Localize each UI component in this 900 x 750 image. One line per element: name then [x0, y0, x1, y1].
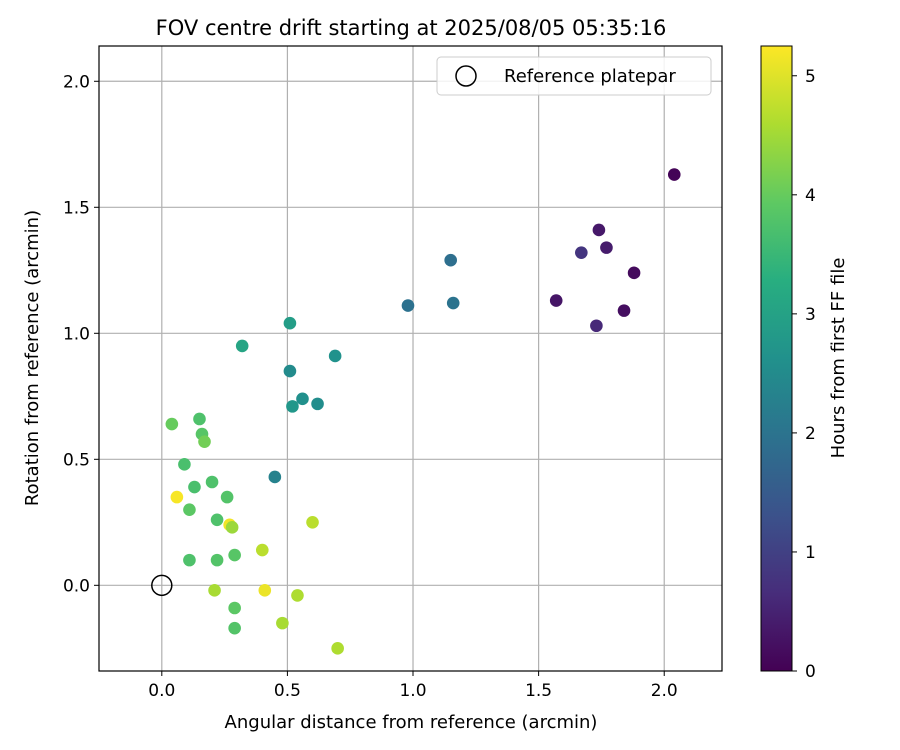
scatter-point: [205, 475, 219, 489]
scatter-point: [328, 349, 342, 363]
scatter-point: [296, 392, 309, 406]
scatter-point: [188, 480, 201, 494]
scatter-point: [283, 316, 297, 330]
colorbar-tick-label: 2: [805, 424, 816, 444]
x-axis-ticks: 0.0 0.5 1.0 1.5 2.0: [148, 671, 678, 701]
colorbar: 0 1 2 3 4 5 Hours from first FF file: [760, 45, 849, 682]
y-tick-label: 1.5: [63, 198, 90, 218]
scatter-point: [183, 553, 196, 567]
plot-area: 0.0 0.5 1.0 1.5 2.0 0.0 0.5 1.0 1.5 2.0: [63, 45, 723, 701]
scatter-point: [276, 616, 289, 630]
scatter-point: [286, 400, 299, 413]
scatter-point: [193, 412, 206, 426]
scatter-point: [228, 601, 241, 615]
scatter-point: [228, 548, 241, 562]
scatter-point: [575, 246, 588, 259]
scatter-point: [210, 513, 224, 527]
scatter-point: [592, 223, 606, 237]
colorbar-tick-label: 3: [805, 305, 816, 325]
scatter-point: [198, 435, 211, 448]
reference-point-marker: [151, 574, 173, 597]
x-tick-label: 0.5: [274, 681, 301, 701]
colorbar-tick-label: 1: [805, 543, 816, 563]
y-axis-ticks: 0.0 0.5 1.0 1.5 2.0: [63, 72, 99, 596]
scatter-point: [268, 470, 282, 484]
x-tick-label: 0.0: [148, 681, 175, 701]
scatter-point: [208, 584, 221, 597]
y-tick-label: 2.0: [63, 72, 90, 92]
colorbar-gradient: [760, 45, 793, 672]
colorbar-ticks: 0 1 2 3 4 5: [792, 67, 816, 682]
scatter-point: [220, 490, 234, 504]
y-tick-label: 0.5: [63, 450, 90, 470]
scatter-point: [627, 266, 641, 280]
scatter-point: [228, 621, 241, 635]
x-tick-label: 2.0: [651, 681, 678, 701]
scatter-point: [667, 168, 681, 181]
scatter-point: [235, 339, 249, 353]
x-axis-label: Angular distance from reference (arcmin): [225, 712, 598, 733]
scatter-point: [291, 589, 304, 602]
legend-reference-marker: [455, 65, 477, 87]
scatter-point: [590, 319, 603, 333]
scatter-point: [311, 397, 324, 411]
scatter-point: [165, 417, 179, 431]
y-tick-label: 0.0: [63, 576, 90, 596]
scatter-point: [183, 503, 196, 517]
colorbar-tick-label: 5: [805, 67, 816, 87]
scatter-point: [283, 364, 297, 378]
scatter-point: [549, 294, 563, 307]
plot-background: [99, 46, 722, 671]
scatter-point: [446, 296, 460, 310]
x-tick-label: 1.0: [399, 681, 426, 701]
scatter-point: [401, 299, 415, 312]
scatter-point: [258, 584, 272, 597]
y-tick-label: 1.0: [63, 324, 90, 344]
colorbar-tick-label: 4: [805, 186, 816, 206]
colorbar-label: Hours from first FF file: [828, 258, 849, 459]
x-tick-label: 1.5: [525, 681, 552, 701]
y-axis-label: Rotation from reference (arcmin): [22, 210, 43, 506]
scatter-point: [178, 458, 191, 471]
scatter-point: [255, 543, 269, 557]
scatter-point: [170, 490, 184, 504]
legend: Reference platepar: [436, 56, 712, 96]
scatter-point: [225, 521, 239, 534]
plot-frame: [98, 45, 723, 672]
legend-entry-reference: Reference platepar: [504, 66, 676, 87]
legend-box: [436, 56, 712, 96]
scatter-point: [331, 642, 344, 655]
scatter-point: [444, 253, 457, 267]
colorbar-tick-label: 0: [805, 662, 816, 682]
scatter-point: [306, 516, 319, 529]
scatter-point: [617, 304, 631, 317]
chart-title: FOV centre drift starting at 2025/08/05 …: [156, 16, 667, 40]
scatter-point: [210, 553, 224, 567]
scatter-points: [165, 168, 681, 655]
scatter-point: [600, 241, 613, 254]
